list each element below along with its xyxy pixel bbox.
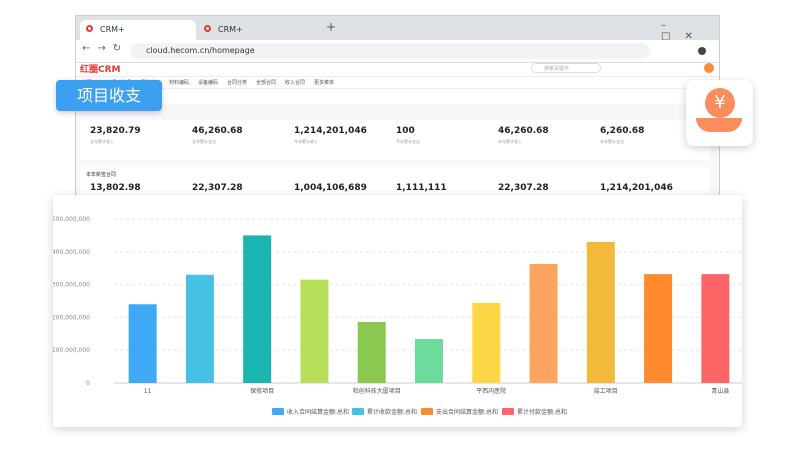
legend-label: 收入合同结算金额:总和 — [287, 408, 349, 416]
tab[interactable]: CRM+ — [80, 20, 196, 40]
avatar[interactable] — [704, 63, 714, 73]
nav-item[interactable]: 设备编码 — [198, 79, 218, 86]
stat-label: 全年累计收入 — [90, 139, 114, 145]
favicon — [86, 25, 93, 32]
search[interactable]: 搜索关键字 — [531, 63, 601, 73]
nav-item[interactable]: 全部合同 — [256, 79, 276, 86]
row-title: 本年新签合同 — [86, 171, 116, 178]
feature-icon: ¥ — [686, 80, 753, 146]
stat-value: 22,307.28 — [498, 183, 549, 193]
nav-item[interactable]: 更多菜单 — [314, 79, 334, 86]
stat-label: 全年累计支出 — [192, 139, 216, 145]
stat-value: 13,802.98 — [90, 183, 141, 193]
x-tick-label: 平西内医院 — [476, 387, 506, 395]
profile[interactable] — [698, 47, 706, 55]
tab-bar: CRM+ CRM+ + –□✕ — [76, 16, 719, 40]
stat-value: 46,260.68 — [192, 126, 243, 136]
legend-label: 支出合同结算金额:总和 — [436, 408, 498, 416]
stat-value: 1,004,106,689 — [294, 183, 367, 193]
stat-label: 今年累计支出 — [396, 139, 420, 145]
nav-item[interactable]: 合同分类 — [227, 79, 247, 86]
bar — [530, 264, 558, 383]
stat-value: 1,214,201,046 — [294, 126, 367, 136]
legend-swatch — [352, 408, 364, 415]
y-tick-label: 500,000,000 — [53, 216, 90, 223]
logo[interactable]: 红圈CRM — [80, 62, 121, 75]
chart: 0 100,000,000 200,000,000 300,000,000 400,00… — [53, 195, 742, 427]
nav-buttons[interactable]: ←→↻ — [82, 43, 128, 54]
app-header: 红圈CRM 搜索关键字 — [76, 62, 719, 77]
currency-symbol: ¥ — [705, 88, 735, 118]
window-controls[interactable]: –□✕ — [661, 20, 719, 42]
stat-value: 100 — [396, 126, 415, 136]
new-tab-button[interactable]: + — [326, 20, 336, 34]
nav-item[interactable]: 收入合同 — [285, 79, 305, 86]
stat-value: 6,260.68 — [600, 126, 644, 136]
badge: 项目收支 — [56, 80, 162, 111]
address-bar: ←→↻ cloud.hecom.cn/homepage — [76, 40, 719, 63]
x-tick-label: 竣工项目 — [594, 387, 618, 395]
x-tick-label: 保修项目 — [250, 387, 274, 395]
bar — [129, 304, 157, 383]
nav-bar: 首页项目管理相关方材料编码设备编码合同分类全部合同收入合同更多菜单 — [76, 76, 719, 89]
stat-label: 本年累计收入 — [498, 139, 522, 145]
nav-item[interactable]: 材料编码 — [169, 79, 189, 86]
stat-value: 22,307.28 — [192, 183, 243, 193]
bar — [243, 235, 271, 383]
y-tick-label: 300,000,000 — [53, 282, 90, 289]
bar — [701, 274, 729, 383]
legend-swatch — [421, 408, 433, 415]
stat-label: 本年累计支出 — [600, 139, 624, 145]
bar — [472, 303, 500, 383]
bar — [186, 275, 214, 383]
legend-swatch — [502, 408, 514, 415]
url-field[interactable]: cloud.hecom.cn/homepage — [130, 43, 650, 59]
chart-card: 0 100,000,000 200,000,000 300,000,000 400,00… — [53, 195, 742, 427]
y-tick-label: 200,000,000 — [53, 314, 90, 321]
legend-swatch — [272, 408, 284, 415]
hand — [696, 118, 742, 132]
favicon — [204, 25, 211, 32]
x-tick-label: 青山县 — [711, 387, 729, 395]
bar — [587, 242, 615, 383]
legend-label: 累计收款金额:总和 — [367, 408, 417, 416]
x-tick-label: 和创科技大厦项目 — [353, 387, 401, 395]
stat-label: 今年累计收入 — [294, 139, 318, 145]
browser-window: CRM+ CRM+ + –□✕ ←→↻ cloud.hecom.cn/homep… — [75, 15, 720, 217]
legend-label: 累计付款金额:总和 — [517, 408, 567, 416]
stat-value: 23,820.79 — [90, 126, 141, 136]
stat-value: 46,260.68 — [498, 126, 549, 136]
bar — [300, 280, 328, 383]
y-tick-label: 400,000,000 — [53, 249, 90, 256]
stat-value: 1,111,111 — [396, 183, 447, 193]
x-tick-label: 11 — [144, 388, 152, 395]
bar — [644, 274, 672, 383]
y-tick-label: 100,000,000 — [53, 347, 90, 354]
y-tick-label: 0 — [86, 380, 90, 387]
stats-row: 23,820.79 全年累计收入 46,260.68 全年累计支出 1,214,201,… — [80, 120, 710, 160]
stat-value: 1,214,201,046 — [600, 183, 673, 193]
bar — [415, 339, 443, 383]
bar — [358, 322, 386, 383]
tab[interactable]: CRM+ — [198, 20, 314, 40]
